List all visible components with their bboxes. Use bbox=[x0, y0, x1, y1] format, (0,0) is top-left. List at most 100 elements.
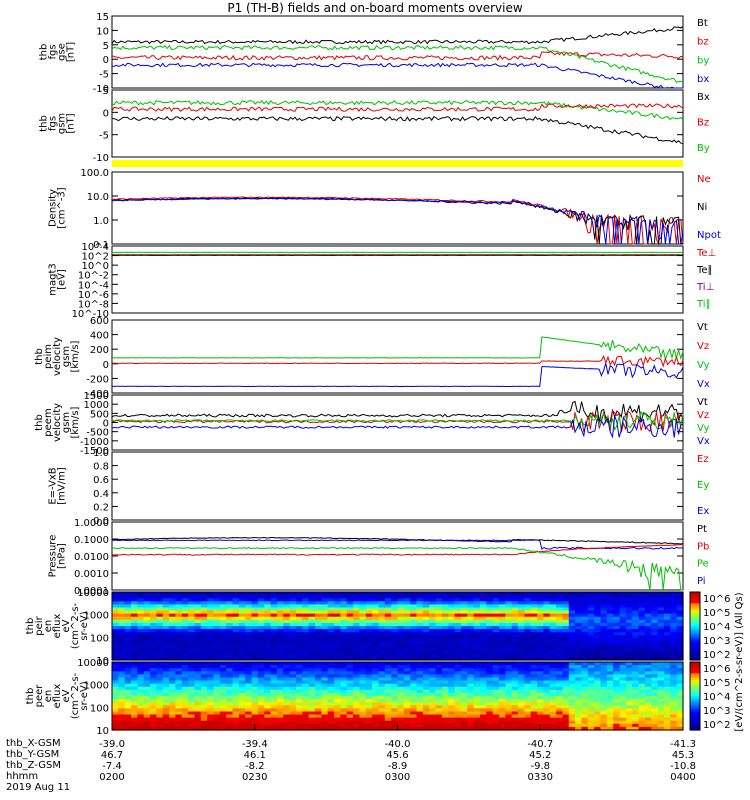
spectro-peir-cell bbox=[594, 619, 602, 624]
spectro-peir-cell bbox=[403, 629, 411, 633]
spectro-peer-cell bbox=[575, 699, 582, 703]
spectro-peer-cell bbox=[537, 711, 544, 716]
spectro-peer-cell bbox=[651, 680, 659, 685]
spectro-peer-cell bbox=[181, 720, 189, 725]
spectro-peir-cell bbox=[676, 647, 684, 652]
spectro-peir-cell bbox=[556, 632, 563, 636]
spectro-peer-cell bbox=[264, 671, 272, 675]
legend-fgs_gsm-0: Bx bbox=[697, 92, 710, 103]
spectro-peir-cell bbox=[587, 635, 595, 639]
ylabel-peim-3: gsm bbox=[61, 346, 72, 367]
spectro-peir-cell bbox=[156, 613, 164, 618]
spectro-peer-cell bbox=[175, 699, 183, 703]
spectro-peer-cell bbox=[302, 726, 310, 731]
spectro-peir-cell bbox=[353, 613, 360, 618]
spectro-peir-cell bbox=[492, 644, 500, 649]
spectro-peir-cell bbox=[270, 601, 278, 605]
spectro-peer-cell bbox=[562, 717, 570, 722]
spectro-peer-cell bbox=[270, 686, 278, 691]
spectro-peer-cell bbox=[219, 696, 227, 700]
spectro-peir-cell bbox=[226, 647, 234, 652]
spectro-peer-cell bbox=[486, 686, 494, 691]
spectro-peer-cell bbox=[112, 668, 119, 672]
spectro-peer-cell bbox=[644, 714, 652, 719]
spectro-peer-cell bbox=[441, 726, 449, 731]
spectro-peer-cell bbox=[454, 680, 462, 685]
spectro-peir-cell bbox=[397, 653, 405, 658]
spectro-peer-cell bbox=[143, 705, 151, 709]
spectro-peer-cell bbox=[518, 674, 525, 679]
spectro-peer-cell bbox=[429, 683, 437, 688]
spectro-peir-cell bbox=[606, 650, 614, 655]
spectro-peir-cell bbox=[613, 607, 621, 612]
spectro-peir-cell bbox=[638, 619, 646, 624]
spectro-peer-cell bbox=[112, 677, 119, 682]
spectro-peer-cell bbox=[530, 692, 538, 697]
spectro-peir-cell bbox=[327, 644, 335, 649]
spectro-peir-cell bbox=[200, 607, 208, 612]
spectro-peer-cell bbox=[644, 711, 652, 716]
spectro-peer-cell bbox=[200, 680, 208, 685]
spectro-peer-cell bbox=[346, 668, 354, 672]
spectro-peir-cell bbox=[321, 653, 329, 658]
spectro-peer-cell bbox=[499, 692, 506, 697]
spectro-peer-cell bbox=[397, 677, 405, 682]
spectro-peer-cell bbox=[467, 708, 475, 713]
spectro-peir-cell bbox=[391, 626, 399, 630]
spectro-peir-cell bbox=[664, 641, 671, 646]
spectro-peer-cell bbox=[486, 699, 494, 703]
spectro-peer-cell bbox=[410, 705, 418, 709]
spectro-peir-cell bbox=[378, 638, 386, 643]
spectro-peir-cell bbox=[315, 613, 322, 618]
spectro-peer-cell bbox=[505, 683, 513, 688]
spectro-peir-cell bbox=[403, 592, 411, 596]
spectro-peir-cell bbox=[549, 641, 557, 646]
spectro-peir-cell bbox=[112, 619, 119, 624]
spectro-peir-cell bbox=[321, 656, 329, 661]
spectro-peir-cell bbox=[194, 598, 202, 602]
spectro-peir-cell bbox=[315, 604, 322, 609]
spectro-peer-cell bbox=[422, 689, 430, 694]
spectro-peir-cell bbox=[422, 601, 430, 605]
spectro-peer-cell bbox=[194, 708, 202, 713]
spectro-peir-cell bbox=[270, 616, 278, 621]
spectro-peir-cell bbox=[200, 641, 208, 646]
spectro-peer-cell bbox=[315, 705, 322, 709]
spectro-peer-cell bbox=[511, 683, 519, 688]
spectro-peir-cell bbox=[499, 616, 506, 621]
spectro-peer-cell bbox=[264, 696, 272, 700]
spectro-peer-cell bbox=[416, 662, 424, 666]
spectro-peer-cell bbox=[238, 699, 246, 703]
spectro-peir-cell bbox=[518, 607, 525, 612]
spectro-peir-cell bbox=[397, 635, 405, 639]
spectro-peer-cell bbox=[162, 677, 170, 682]
spectro-peer-cell bbox=[549, 726, 557, 731]
spectro-peir-cell bbox=[587, 644, 595, 649]
spectro-peir-cell bbox=[315, 629, 322, 633]
spectro-peir-cell bbox=[289, 647, 297, 652]
spectro-peir-cell bbox=[327, 592, 335, 596]
spectro-peir-cell bbox=[454, 604, 462, 609]
spectro-peer-cell bbox=[441, 662, 449, 666]
spectro-peer-cell bbox=[594, 696, 602, 700]
spectro-peer-cell bbox=[321, 726, 329, 731]
spectro-peer-cell bbox=[346, 720, 354, 725]
spectro-peir-cell bbox=[492, 622, 500, 627]
spectro-peer-cell bbox=[460, 692, 468, 697]
spectro-peir-cell bbox=[365, 607, 373, 612]
spectro-peir-cell bbox=[194, 595, 202, 599]
spectro-peer-cell bbox=[308, 696, 316, 700]
spectro-peir-cell bbox=[112, 604, 119, 609]
spectro-peer-cell bbox=[213, 711, 221, 716]
spectro-peer-cell bbox=[162, 696, 170, 700]
spectro-peir-cell bbox=[277, 613, 284, 618]
spectro-peir-cell bbox=[257, 613, 265, 618]
spectro-peer-cell bbox=[245, 680, 253, 685]
spectro-peir-cell bbox=[397, 656, 405, 661]
spectro-peir-cell bbox=[150, 626, 157, 630]
spectro-peer-cell bbox=[207, 705, 215, 709]
spectro-peer-cell bbox=[441, 717, 449, 722]
spectro-peir-cell bbox=[543, 610, 551, 615]
spectro-peir-cell bbox=[581, 601, 589, 605]
spectro-peer-cell bbox=[492, 726, 500, 731]
